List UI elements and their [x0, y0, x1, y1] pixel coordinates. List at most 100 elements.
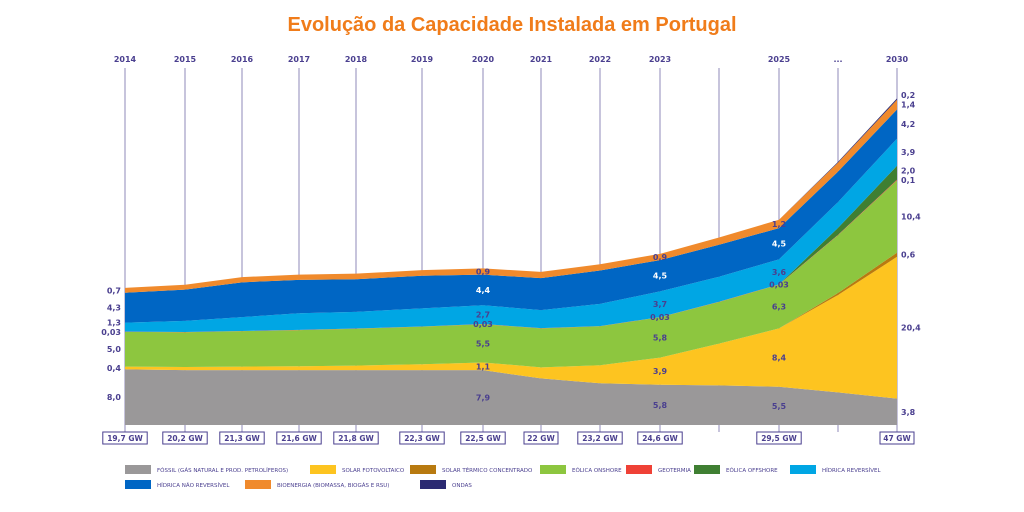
legend-swatch [410, 465, 436, 474]
total-box [102, 431, 148, 445]
legend-label: SOLAR TÉRMICO CONCENTRADO [442, 466, 533, 474]
area-series-1 [125, 256, 897, 399]
year-label: 2016 [231, 55, 254, 64]
year-label: 2014 [114, 55, 137, 64]
legend-swatch [694, 465, 720, 474]
chart-title: Evolução da Capacidade Instalada em Port… [287, 14, 737, 36]
year-label: 2025 [768, 55, 791, 64]
total-label: 20,2 GW [167, 434, 203, 443]
value-label: 8,4 [772, 354, 787, 363]
year-label: 2021 [530, 55, 553, 64]
legend-swatch [790, 465, 816, 474]
total-label: 29,5 GW [761, 434, 797, 443]
total-label: 22,3 GW [404, 434, 440, 443]
value-label: 0,7 [107, 286, 121, 295]
area-series-0 [125, 369, 897, 425]
value-label: 0,6 [901, 251, 916, 260]
value-label: 2,0 [901, 167, 916, 176]
total-box [219, 431, 265, 445]
legend-swatch [125, 480, 151, 489]
total-label: 21,8 GW [338, 434, 374, 443]
area-series-3 [125, 180, 897, 368]
total-box [399, 431, 445, 445]
total-box [756, 431, 802, 445]
value-label: 20,4 [901, 324, 921, 333]
total-box [637, 431, 683, 445]
total-label: 22,5 GW [465, 434, 501, 443]
total-label: 23,2 GW [582, 434, 618, 443]
total-box [276, 431, 322, 445]
total-label: 47 GW [883, 434, 911, 443]
value-label: 4,5 [772, 240, 787, 249]
value-label: 0,03 [769, 281, 789, 290]
area-series-6 [125, 138, 897, 333]
total-box [523, 431, 559, 445]
value-label: 5,0 [107, 345, 122, 354]
legend-label: GEOTERMIA [658, 468, 691, 474]
total-box [333, 431, 379, 445]
legend-label: HÍDRICA REVERSÍVEL [822, 467, 881, 474]
value-label: 5,8 [653, 401, 668, 410]
legend-label: ONDAS [452, 483, 472, 489]
value-label: 4,3 [107, 304, 121, 313]
legend-swatch [626, 465, 652, 474]
legend-swatch [125, 465, 151, 474]
value-label: 5,8 [653, 333, 668, 342]
legend-label: HÍDRICA NÃO REVERSÍVEL [157, 482, 230, 489]
year-label: 2015 [174, 55, 197, 64]
legend-swatch [245, 480, 271, 489]
value-label: 1,4 [901, 101, 916, 110]
year-label: 2030 [886, 55, 909, 64]
value-label: 0,4 [107, 364, 122, 373]
total-label: 22 GW [527, 434, 555, 443]
value-label: 3,8 [901, 408, 916, 417]
legend-label: SOLAR FOTOVOLTAICO [342, 468, 405, 474]
value-label: 1,2 [772, 220, 786, 229]
year-label: 2017 [288, 55, 310, 64]
total-label: 24,6 GW [642, 434, 678, 443]
value-label: 1,3 [107, 318, 121, 327]
value-label: 4,4 [476, 286, 491, 295]
legend-label: EÓLICA ONSHORE [572, 467, 622, 474]
value-label: 10,4 [901, 213, 921, 222]
value-label: 3,9 [653, 367, 668, 376]
value-label: 3,6 [772, 268, 787, 277]
value-label: 0,03 [473, 320, 493, 329]
year-label: ... [833, 55, 842, 64]
legend-swatch [420, 480, 446, 489]
value-label: 5,5 [476, 339, 491, 348]
value-label: 4,2 [901, 120, 915, 129]
value-label: 1,1 [476, 362, 491, 371]
value-label: 8,0 [107, 393, 122, 402]
value-label: 0,2 [901, 91, 915, 100]
value-label: 5,5 [772, 402, 787, 411]
year-label: 2020 [472, 55, 495, 64]
total-label: 21,6 GW [281, 434, 317, 443]
total-box [460, 431, 506, 445]
value-label: 0,9 [653, 253, 668, 262]
legend-swatch [540, 465, 566, 474]
legend-label: EÓLICA OFFSHORE [726, 467, 778, 474]
value-label: 0,1 [901, 176, 916, 185]
legend-swatch [310, 465, 336, 474]
value-label: 7,9 [476, 394, 491, 403]
value-label: 0,03 [650, 313, 670, 322]
year-label: 2018 [345, 55, 368, 64]
value-label: 3,9 [901, 148, 916, 157]
value-label: 6,3 [772, 303, 786, 312]
year-label: 2023 [649, 55, 671, 64]
total-label: 21,3 GW [224, 434, 260, 443]
total-label: 19,7 GW [107, 434, 143, 443]
total-box [879, 431, 915, 445]
total-box [162, 431, 208, 445]
legend-label: BIOENERGIA (BIOMASSA, BIOGÁS E RSU) [277, 482, 389, 489]
area-series-8 [125, 99, 897, 293]
legend-label: FÓSSIL (GÁS NATURAL E PROD. PETROLÍFEROS… [157, 467, 288, 474]
year-label: 2019 [411, 55, 434, 64]
total-box [577, 431, 623, 445]
area-series-7 [125, 109, 897, 323]
year-label: 2022 [589, 55, 611, 64]
value-label: 4,5 [653, 272, 668, 281]
value-label: 0,03 [101, 328, 121, 337]
